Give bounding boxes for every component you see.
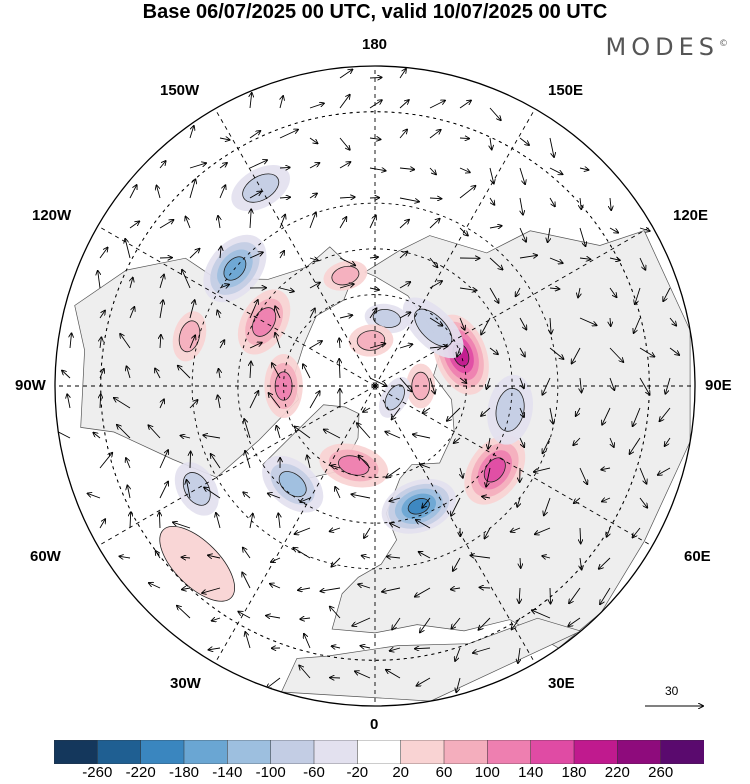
colorbar-tick-label: 220 [605,764,630,781]
lon-label-0: 0 [370,716,378,733]
colorbar-swatch [574,740,618,764]
colorbar-swatch [97,740,141,764]
lon-label-150w: 150W [160,82,199,99]
colorbar-tick-label: -220 [126,764,156,781]
lon-label-30e: 30E [548,675,575,692]
lon-label-90w: 90W [15,377,46,394]
colorbar-labels: -260 -220 -180 -140 -100 -60 -20 20 60 100 140 180 2… [0,764,750,784]
colorbar-tick-label: 60 [436,764,453,781]
wind-vector [190,452,191,468]
colorbar-tick-label: 180 [561,764,586,781]
reference-vector-label: 30 [665,684,678,698]
lon-label-90e: 90E [705,377,732,394]
colorbar-tick-label: -140 [212,764,242,781]
wind-vector [159,512,160,528]
colorbar-tick-label: 260 [648,764,673,781]
colorbar-swatch [617,740,661,764]
colorbar-swatch [141,740,185,764]
colorbar-swatch [444,740,488,764]
colorbar-tick-label: 100 [475,764,500,781]
colorbar-swatch [531,740,575,764]
wind-vector [550,588,551,604]
colorbar-tick-label: 140 [518,764,543,781]
colorbar-tick-label: -100 [256,764,286,781]
lon-label-120e: 120E [673,207,708,224]
colorbar-swatch [487,740,531,764]
lon-label-120w: 120W [32,207,71,224]
colorbar-tick-label: 20 [392,764,409,781]
colorbar-tick-label: -180 [169,764,199,781]
wind-vector [370,77,382,78]
colorbar-swatch [271,740,315,764]
lon-label-30w: 30W [170,675,201,692]
lon-label-180: 180 [362,36,387,53]
lon-label-60w: 60W [30,548,61,565]
colorbar [54,740,704,764]
colorbar-swatch [314,740,358,764]
colorbar-swatch [357,740,401,764]
colorbar-tick-label: -260 [82,764,112,781]
lon-label-60e: 60E [684,548,711,565]
colorbar-swatch [184,740,228,764]
colorbar-swatch [227,740,271,764]
colorbar-swatch [54,740,98,764]
lon-label-150e: 150E [548,82,583,99]
wind-vector [280,167,290,168]
colorbar-tick-label: -60 [303,764,325,781]
wind-vector [480,587,491,588]
colorbar-swatch [401,740,445,764]
wind-vector [460,138,469,139]
polar-map [0,0,750,740]
colorbar-swatch [661,740,704,764]
colorbar-tick-label: -20 [346,764,368,781]
